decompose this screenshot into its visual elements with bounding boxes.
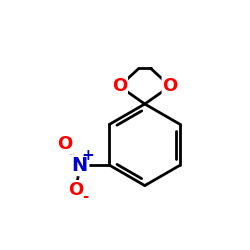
Text: O: O	[68, 181, 84, 199]
Text: +: +	[81, 148, 94, 163]
Text: -: -	[82, 189, 89, 204]
Text: O: O	[57, 135, 72, 153]
Text: O: O	[112, 77, 127, 95]
Text: N: N	[72, 156, 88, 175]
Text: O: O	[162, 77, 178, 95]
